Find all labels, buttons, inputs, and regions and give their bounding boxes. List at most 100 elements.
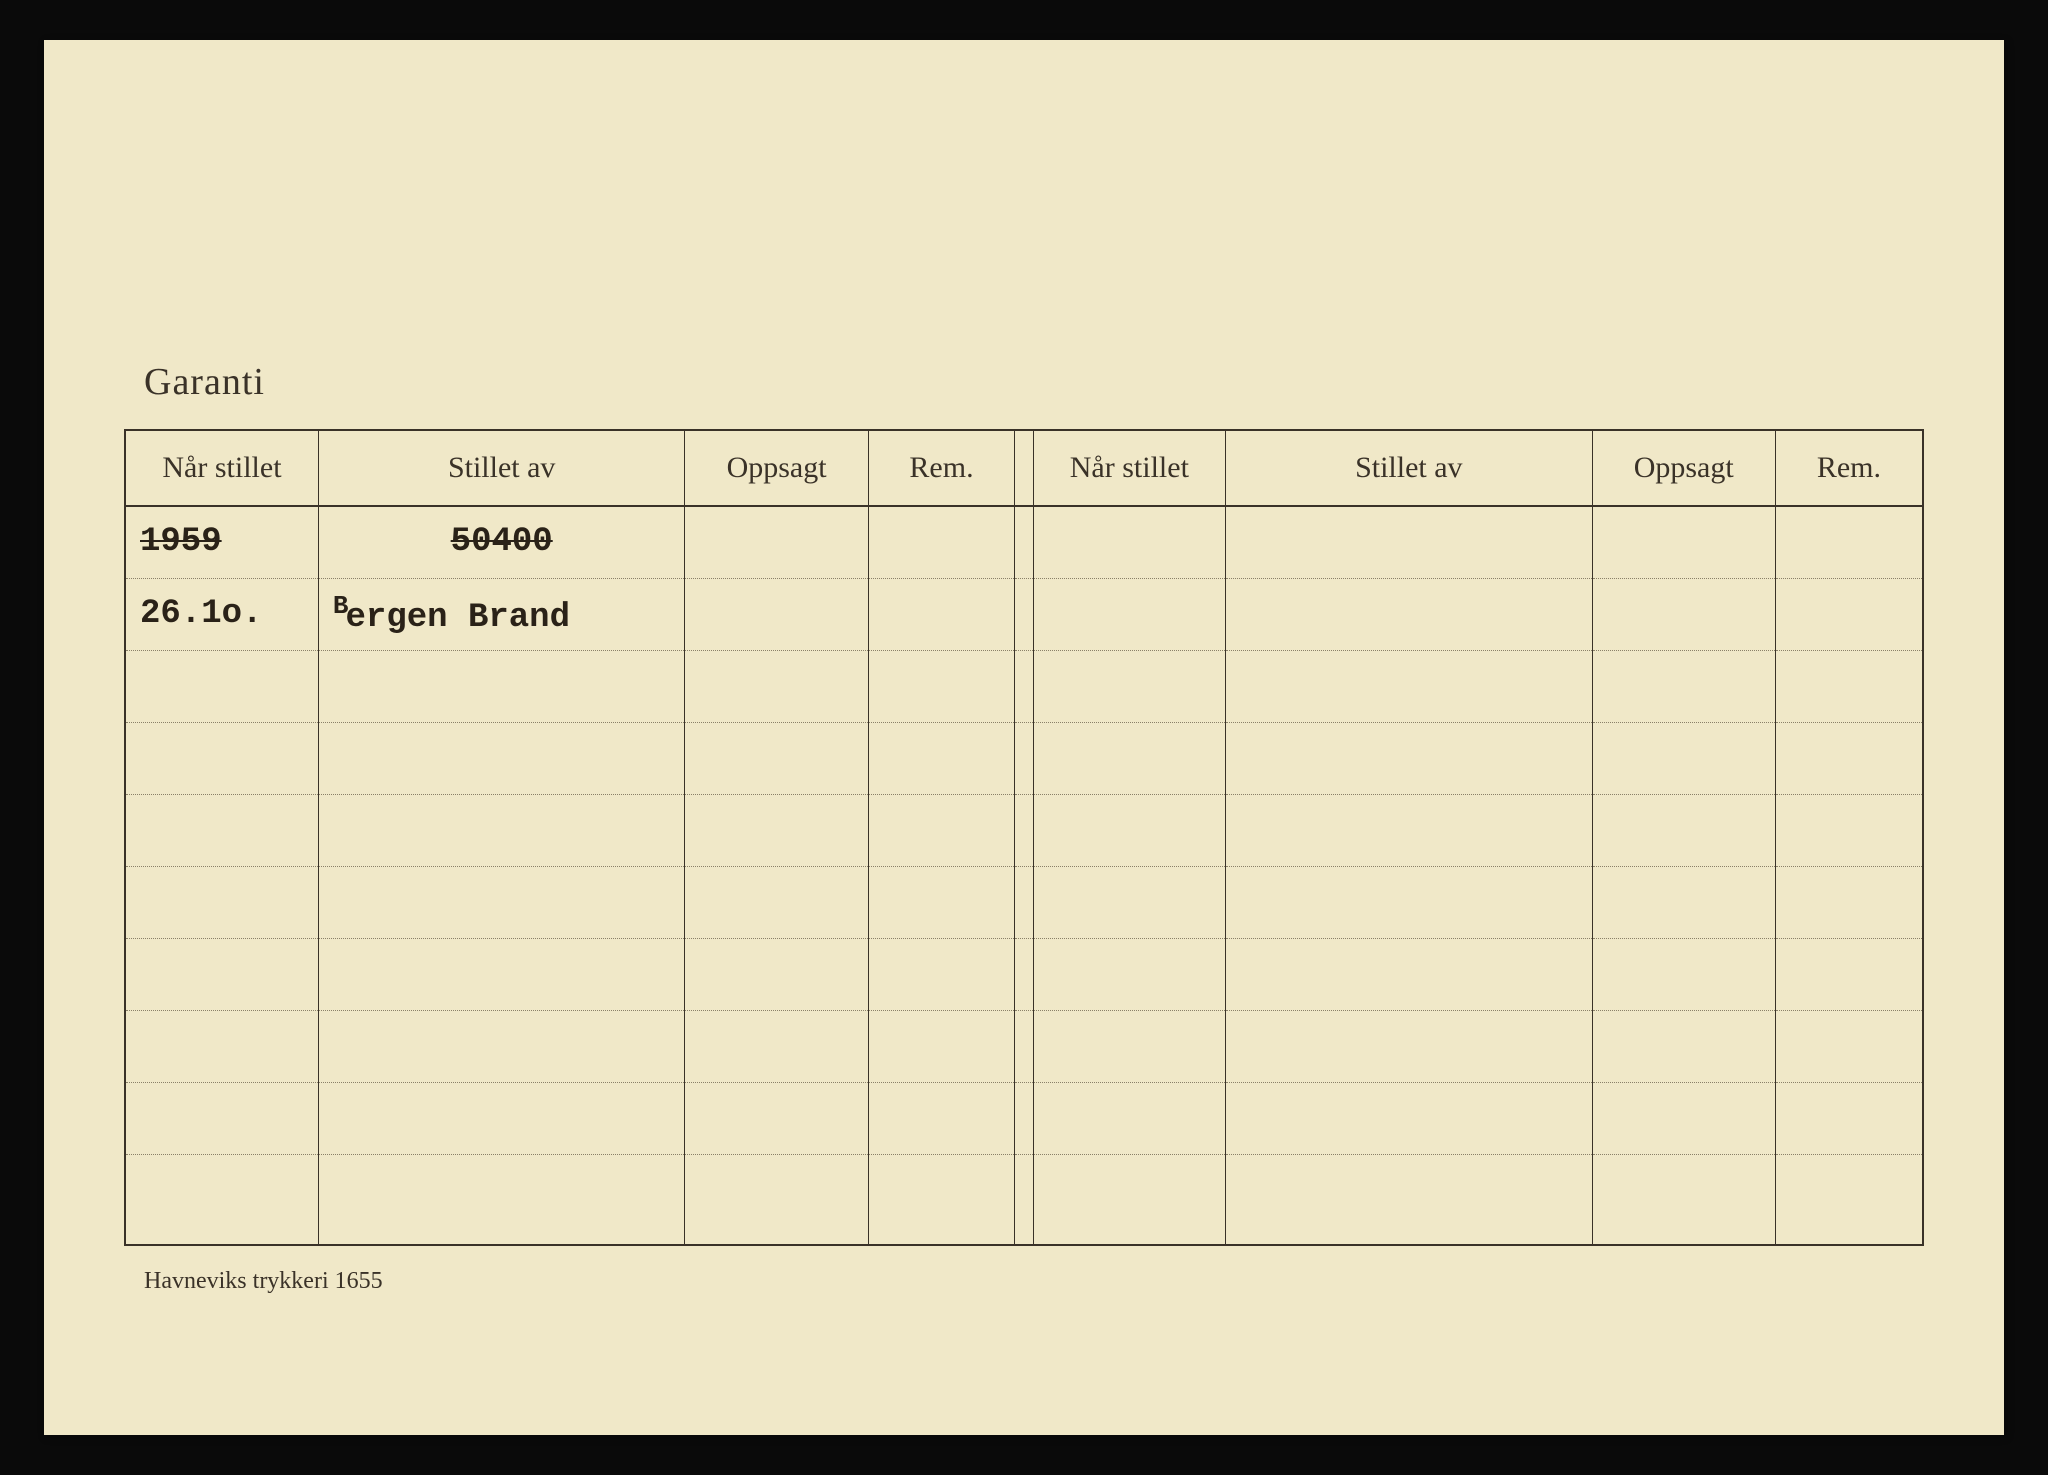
cell-stillet-av: [318, 866, 685, 938]
cell-oppsagt-2: [1592, 650, 1775, 722]
cell-rem: [868, 578, 1015, 650]
table-header-row: Når stillet Stillet av Oppsagt Rem. Når …: [126, 431, 1922, 506]
table-row: [126, 866, 1922, 938]
cell-oppsagt: [685, 722, 868, 794]
cell-rem: [868, 866, 1015, 938]
table-row: [126, 722, 1922, 794]
cell-stillet-av: Bergen Brand: [318, 578, 685, 650]
cell-oppsagt-2: [1592, 866, 1775, 938]
cell-stillet-av: [318, 1082, 685, 1154]
cell-nar-stillet-2: [1033, 578, 1225, 650]
cell-nar-stillet: [126, 722, 318, 794]
cell-oppsagt-2: [1592, 1010, 1775, 1082]
header-rem-1: Rem.: [868, 431, 1015, 506]
cell-nar-stillet: [126, 866, 318, 938]
table-row: [126, 1010, 1922, 1082]
cell-rem-2: [1775, 650, 1922, 722]
header-rem-2: Rem.: [1775, 431, 1922, 506]
cell-nar-stillet: [126, 794, 318, 866]
header-nar-stillet-2: Når stillet: [1033, 431, 1225, 506]
cell-rem: [868, 1082, 1015, 1154]
cell-nar-stillet-2: [1033, 506, 1225, 578]
cell-oppsagt: [685, 1154, 868, 1244]
table-row: [126, 794, 1922, 866]
header-nar-stillet-1: Når stillet: [126, 431, 318, 506]
cell-oppsagt: [685, 866, 868, 938]
cell-nar-stillet: [126, 938, 318, 1010]
cell-divider: [1015, 794, 1033, 866]
cell-oppsagt: [685, 506, 868, 578]
cell-nar-stillet: [126, 1010, 318, 1082]
cell-stillet-av-2: [1226, 1010, 1593, 1082]
cell-nar-stillet-2: [1033, 1082, 1225, 1154]
cell-oppsagt-2: [1592, 1082, 1775, 1154]
cell-rem-2: [1775, 1082, 1922, 1154]
cell-oppsagt-2: [1592, 794, 1775, 866]
table-row: [126, 1082, 1922, 1154]
table-body: 19595040026.1o.Bergen Brand: [126, 506, 1922, 1244]
cell-rem-2: [1775, 506, 1922, 578]
cell-rem-2: [1775, 578, 1922, 650]
cell-oppsagt: [685, 938, 868, 1010]
cell-nar-stillet-2: [1033, 866, 1225, 938]
cell-rem: [868, 506, 1015, 578]
cell-oppsagt-2: [1592, 578, 1775, 650]
cell-divider: [1015, 578, 1033, 650]
cell-oppsagt: [685, 578, 868, 650]
cell-rem-2: [1775, 794, 1922, 866]
cell-nar-stillet: 26.1o.: [126, 578, 318, 650]
cell-stillet-av: [318, 650, 685, 722]
header-stillet-av-1: Stillet av: [318, 431, 685, 506]
cell-rem-2: [1775, 722, 1922, 794]
cell-rem: [868, 938, 1015, 1010]
header-oppsagt-2: Oppsagt: [1592, 431, 1775, 506]
header-oppsagt-1: Oppsagt: [685, 431, 868, 506]
footer-imprint: Havneviks trykkeri 1655: [144, 1268, 1924, 1295]
cell-nar-stillet: [126, 1082, 318, 1154]
cell-stillet-av: [318, 1154, 685, 1244]
cell-divider: [1015, 1010, 1033, 1082]
cell-stillet-av-2: [1226, 866, 1593, 938]
cell-oppsagt-2: [1592, 722, 1775, 794]
cell-rem-2: [1775, 1154, 1922, 1244]
document-title: Garanti: [144, 360, 1924, 404]
cell-stillet-av: 50400: [318, 506, 685, 578]
cell-stillet-av: [318, 794, 685, 866]
cell-nar-stillet-2: [1033, 650, 1225, 722]
cell-divider: [1015, 506, 1033, 578]
cell-stillet-av-2: [1226, 650, 1593, 722]
cell-stillet-av-2: [1226, 578, 1593, 650]
cell-divider: [1015, 938, 1033, 1010]
cell-divider: [1015, 1082, 1033, 1154]
cell-stillet-av: [318, 722, 685, 794]
cell-rem-2: [1775, 938, 1922, 1010]
cell-divider: [1015, 1154, 1033, 1244]
cell-nar-stillet: [126, 650, 318, 722]
document-card: Garanti Når stillet Stillet av Oppsagt R…: [44, 40, 2004, 1435]
cell-rem: [868, 650, 1015, 722]
header-divider: [1015, 431, 1033, 506]
cell-stillet-av-2: [1226, 794, 1593, 866]
header-stillet-av-2: Stillet av: [1226, 431, 1593, 506]
cell-divider: [1015, 650, 1033, 722]
cell-oppsagt: [685, 1010, 868, 1082]
cell-stillet-av: [318, 938, 685, 1010]
cell-stillet-av-2: [1226, 1082, 1593, 1154]
cell-stillet-av-2: [1226, 722, 1593, 794]
cell-nar-stillet: [126, 1154, 318, 1244]
garanti-table: Når stillet Stillet av Oppsagt Rem. Når …: [126, 431, 1922, 1244]
cell-nar-stillet-2: [1033, 1154, 1225, 1244]
cell-rem-2: [1775, 1010, 1922, 1082]
cell-stillet-av-2: [1226, 1154, 1593, 1244]
cell-oppsagt: [685, 794, 868, 866]
cell-nar-stillet-2: [1033, 794, 1225, 866]
cell-nar-stillet-2: [1033, 722, 1225, 794]
cell-oppsagt: [685, 650, 868, 722]
garanti-table-container: Når stillet Stillet av Oppsagt Rem. Når …: [124, 429, 1924, 1246]
cell-oppsagt-2: [1592, 1154, 1775, 1244]
cell-divider: [1015, 866, 1033, 938]
table-row: [126, 650, 1922, 722]
cell-stillet-av-2: [1226, 938, 1593, 1010]
cell-stillet-av-2: [1226, 506, 1593, 578]
table-row: 26.1o.Bergen Brand: [126, 578, 1922, 650]
